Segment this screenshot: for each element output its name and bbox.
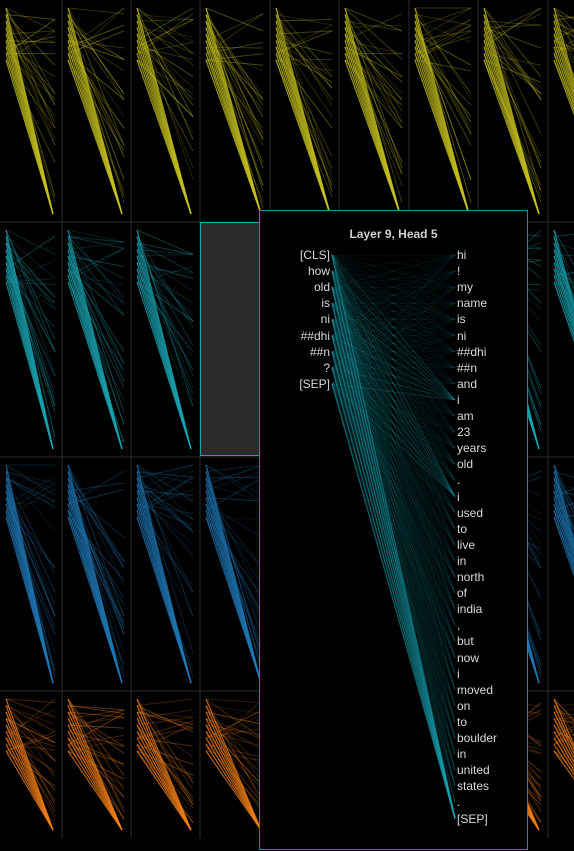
key-token[interactable]: am <box>457 408 474 424</box>
attention-thumbnail <box>6 230 55 449</box>
attention-thumbnail <box>484 8 541 214</box>
attention-thumbnail <box>206 465 263 683</box>
query-token[interactable]: ##n <box>270 344 330 360</box>
key-token[interactable]: , <box>457 617 460 633</box>
key-token[interactable]: i <box>457 666 460 682</box>
attention-thumbnail <box>6 465 55 683</box>
key-token[interactable]: i <box>457 489 460 505</box>
key-token[interactable]: in <box>457 553 466 569</box>
attention-thumbnail <box>137 465 193 683</box>
attention-thumbnail <box>276 8 332 214</box>
attention-thumbnail <box>68 230 124 449</box>
attention-thumbnail <box>68 465 124 683</box>
key-token[interactable]: ##n <box>457 360 477 376</box>
key-token[interactable]: in <box>457 746 466 762</box>
key-token[interactable]: name <box>457 295 487 311</box>
attention-thumbnail <box>6 699 55 830</box>
key-token[interactable]: ##dhi <box>457 344 486 360</box>
key-token[interactable]: live <box>457 537 475 553</box>
key-token[interactable]: moved <box>457 682 493 698</box>
query-token[interactable]: [CLS] <box>270 247 330 263</box>
query-token[interactable]: is <box>270 295 330 311</box>
key-token[interactable]: but <box>457 633 474 649</box>
attention-thumbnail <box>554 8 574 214</box>
attention-thumbnail <box>415 8 471 214</box>
query-token[interactable]: how <box>270 263 330 279</box>
key-token[interactable]: old <box>457 456 473 472</box>
key-token[interactable]: now <box>457 650 479 666</box>
attention-thumbnail <box>206 8 263 214</box>
key-token[interactable]: india <box>457 601 482 617</box>
attention-thumbnail <box>137 8 193 214</box>
key-token[interactable]: used <box>457 505 483 521</box>
key-token[interactable]: to <box>457 521 467 537</box>
key-token[interactable]: on <box>457 698 470 714</box>
attention-thumbnail <box>137 230 193 449</box>
key-token[interactable]: [SEP] <box>457 811 488 827</box>
query-token[interactable]: ##dhi <box>270 328 330 344</box>
attention-thumbnail <box>554 465 574 683</box>
key-token[interactable]: of <box>457 585 467 601</box>
key-token[interactable]: to <box>457 714 467 730</box>
attention-thumbnail <box>68 8 124 214</box>
attention-thumbnail <box>6 8 55 214</box>
key-token[interactable]: states <box>457 778 489 794</box>
key-token[interactable]: boulder <box>457 730 497 746</box>
attention-thumbnail <box>345 8 402 214</box>
key-token[interactable]: . <box>457 472 460 488</box>
query-token[interactable]: ni <box>270 311 330 327</box>
key-token[interactable]: years <box>457 440 486 456</box>
key-token[interactable]: i <box>457 392 460 408</box>
query-token[interactable]: [SEP] <box>270 376 330 392</box>
detail-title: Layer 9, Head 5 <box>260 227 527 241</box>
key-token[interactable]: united <box>457 762 490 778</box>
query-token[interactable]: ? <box>270 360 330 376</box>
key-token[interactable]: and <box>457 376 477 392</box>
attention-thumbnail <box>137 699 193 830</box>
attention-thumbnail <box>554 699 574 830</box>
key-token[interactable]: hi <box>457 247 466 263</box>
query-token[interactable]: old <box>270 279 330 295</box>
key-token[interactable]: ! <box>457 263 460 279</box>
key-token[interactable]: . <box>457 794 460 810</box>
key-token[interactable]: 23 <box>457 424 470 440</box>
key-token[interactable]: is <box>457 311 466 327</box>
attention-thumbnail <box>68 699 124 830</box>
attention-thumbnail <box>554 230 574 449</box>
key-token[interactable]: ni <box>457 328 466 344</box>
key-token[interactable]: north <box>457 569 484 585</box>
attention-thumbnail <box>206 699 263 830</box>
key-token[interactable]: my <box>457 279 473 295</box>
